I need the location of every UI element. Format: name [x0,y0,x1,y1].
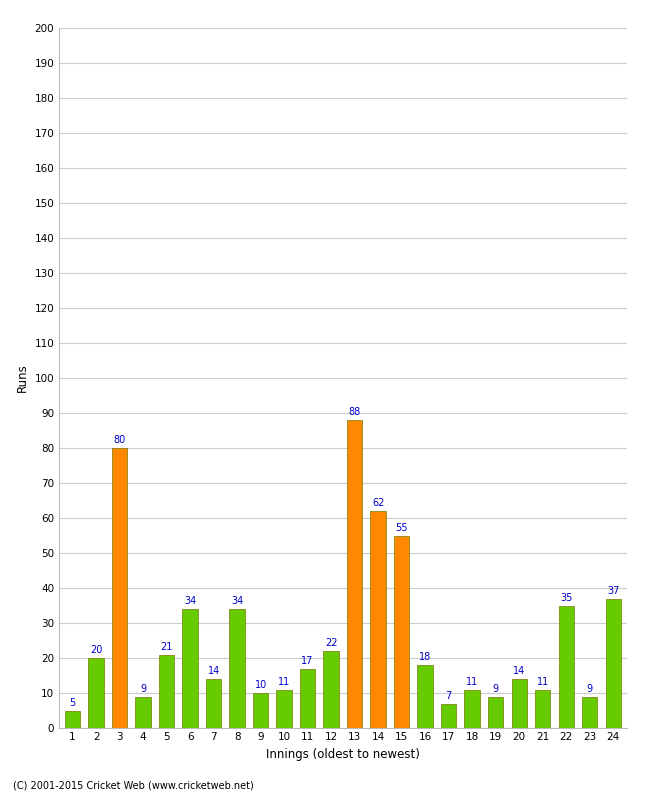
Text: 18: 18 [419,652,431,662]
Bar [370,511,385,728]
Bar [347,420,362,728]
Text: 35: 35 [560,593,573,602]
Bar [253,693,268,728]
Text: 17: 17 [302,656,314,666]
Bar [606,598,621,728]
Bar [88,658,104,728]
Bar [324,651,339,728]
Bar [488,697,503,728]
Text: 80: 80 [114,435,125,445]
Bar [229,609,245,728]
Y-axis label: Runs: Runs [16,364,29,392]
Bar [183,609,198,728]
Text: 11: 11 [466,677,478,686]
Text: 21: 21 [161,642,173,652]
Bar [417,665,433,728]
Text: 62: 62 [372,498,384,508]
Text: 5: 5 [70,698,76,708]
Bar [394,535,410,728]
Text: 9: 9 [586,684,593,694]
Bar [441,703,456,728]
Text: (C) 2001-2015 Cricket Web (www.cricketweb.net): (C) 2001-2015 Cricket Web (www.cricketwe… [13,781,254,790]
Bar [558,606,574,728]
Bar [465,690,480,728]
Bar [276,690,292,728]
Text: 10: 10 [255,680,266,690]
Bar [159,654,174,728]
Text: 9: 9 [140,684,146,694]
Bar [65,710,80,728]
Text: 11: 11 [278,677,291,686]
Text: 22: 22 [325,638,337,648]
Bar [582,697,597,728]
Bar [206,679,221,728]
Bar [300,669,315,728]
Text: 20: 20 [90,645,102,655]
Text: 7: 7 [445,690,452,701]
Text: 14: 14 [513,666,525,676]
Bar [112,448,127,728]
X-axis label: Innings (oldest to newest): Innings (oldest to newest) [266,748,420,761]
Bar [512,679,526,728]
Text: 37: 37 [607,586,619,596]
Text: 14: 14 [207,666,220,676]
Text: 34: 34 [231,596,243,606]
Text: 34: 34 [184,596,196,606]
Text: 88: 88 [348,407,361,418]
Text: 11: 11 [536,677,549,686]
Bar [135,697,151,728]
Text: 9: 9 [493,684,499,694]
Text: 55: 55 [395,522,408,533]
Bar [535,690,551,728]
